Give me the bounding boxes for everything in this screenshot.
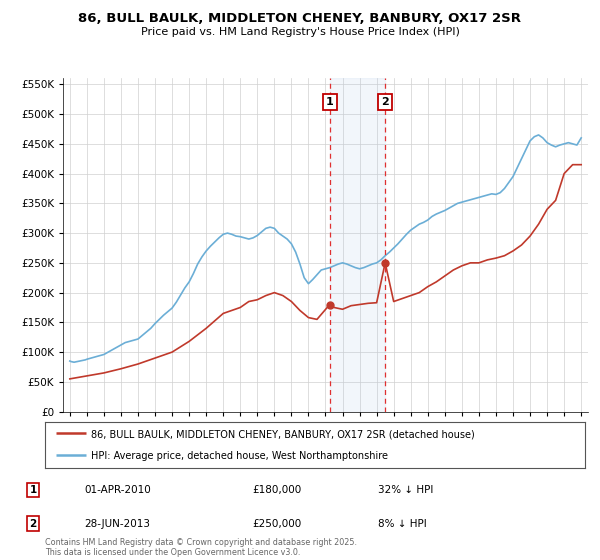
Text: Contains HM Land Registry data © Crown copyright and database right 2025.
This d: Contains HM Land Registry data © Crown c… xyxy=(45,538,357,557)
Text: 01-APR-2010: 01-APR-2010 xyxy=(84,485,151,495)
Text: 28-JUN-2013: 28-JUN-2013 xyxy=(84,519,150,529)
Text: 86, BULL BAULK, MIDDLETON CHENEY, BANBURY, OX17 2SR: 86, BULL BAULK, MIDDLETON CHENEY, BANBUR… xyxy=(79,12,521,25)
Text: Price paid vs. HM Land Registry's House Price Index (HPI): Price paid vs. HM Land Registry's House … xyxy=(140,27,460,37)
Text: 8% ↓ HPI: 8% ↓ HPI xyxy=(378,519,427,529)
Text: 32% ↓ HPI: 32% ↓ HPI xyxy=(378,485,433,495)
Text: 1: 1 xyxy=(326,97,334,107)
Bar xyxy=(330,78,385,412)
Text: £180,000: £180,000 xyxy=(252,485,301,495)
Text: HPI: Average price, detached house, West Northamptonshire: HPI: Average price, detached house, West… xyxy=(91,451,388,461)
Text: 2: 2 xyxy=(381,97,389,107)
Text: 2: 2 xyxy=(29,519,37,529)
Text: 86, BULL BAULK, MIDDLETON CHENEY, BANBURY, OX17 2SR (detached house): 86, BULL BAULK, MIDDLETON CHENEY, BANBUR… xyxy=(91,429,475,439)
Text: 1: 1 xyxy=(29,485,37,495)
Text: £250,000: £250,000 xyxy=(252,519,301,529)
